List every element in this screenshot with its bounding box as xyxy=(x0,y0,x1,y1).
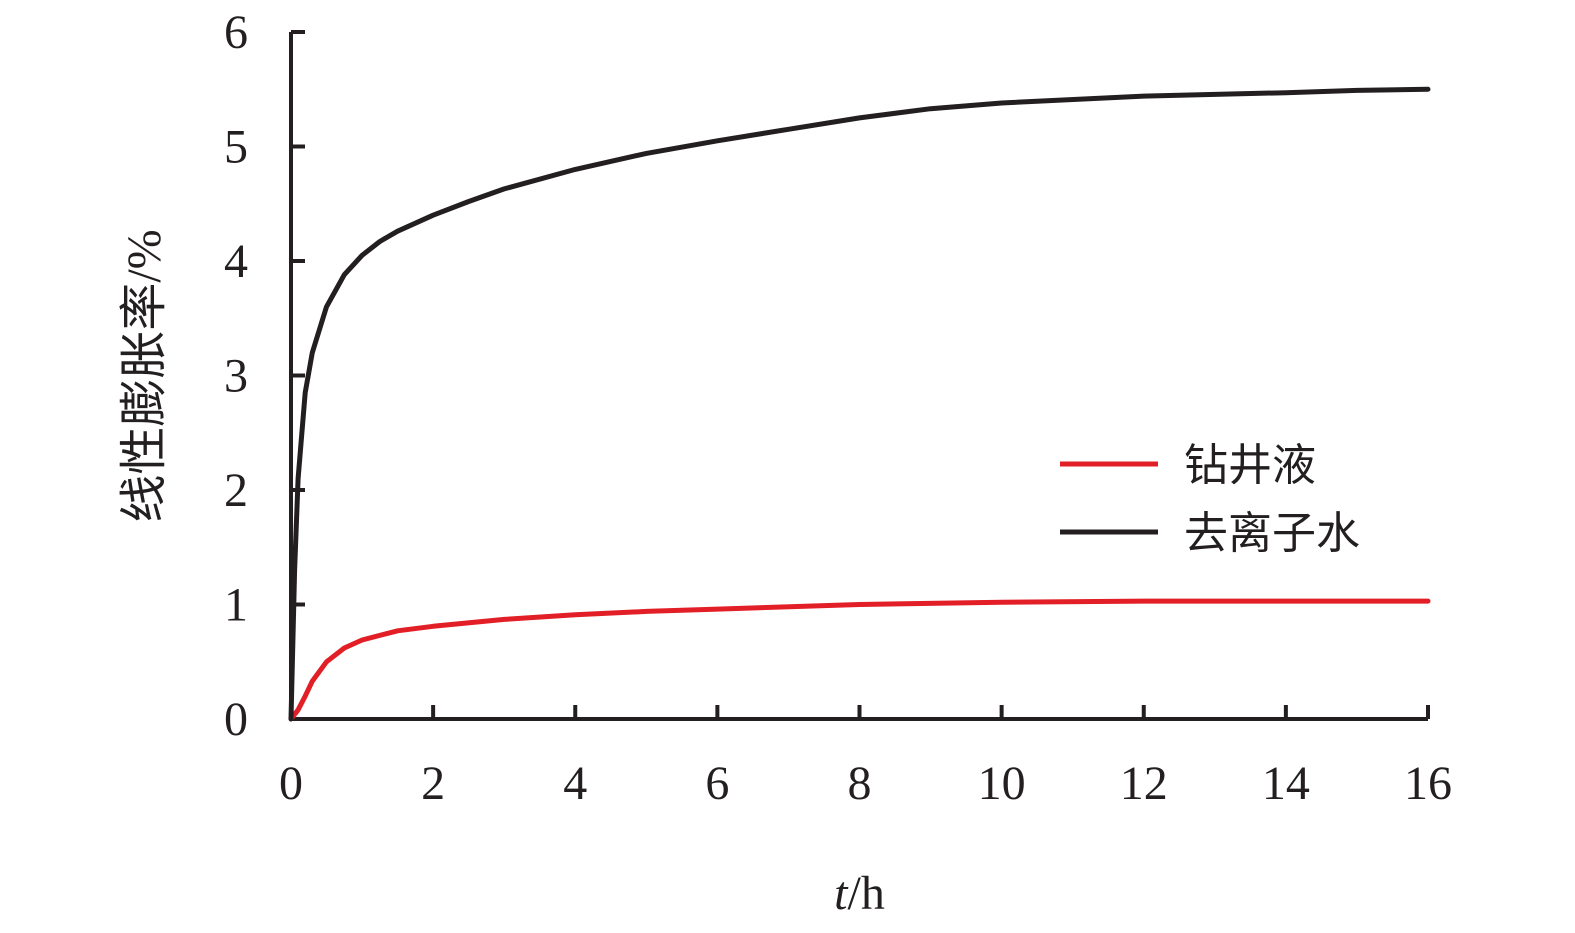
x-tick-label: 0 xyxy=(279,757,303,810)
x-tick-label: 6 xyxy=(705,757,729,810)
x-axis-title: t/h xyxy=(834,867,885,920)
x-tick-label: 8 xyxy=(848,757,872,810)
x-axis-title-unit: /h xyxy=(848,867,885,920)
x-axis-title-var: t xyxy=(834,867,849,920)
x-tick-label: 16 xyxy=(1404,757,1452,810)
y-tick-label: 4 xyxy=(224,235,248,288)
y-axis-title: 线性膨胀率/% xyxy=(118,229,171,522)
y-tick-label: 0 xyxy=(224,693,248,746)
x-tick-label: 4 xyxy=(563,757,587,810)
legend-label-2: 去离子水 xyxy=(1184,508,1360,559)
y-tick-label: 1 xyxy=(224,579,248,632)
legend-label-1: 钻井液 xyxy=(1184,440,1316,491)
x-tick-label: 14 xyxy=(1262,757,1310,810)
x-tick-label: 2 xyxy=(421,757,445,810)
y-tick-label: 2 xyxy=(224,464,248,517)
axes xyxy=(289,32,1428,721)
y-tick-label: 5 xyxy=(224,121,248,174)
x-tick-label: 10 xyxy=(978,757,1026,810)
y-tick-label: 3 xyxy=(224,350,248,403)
series-lines xyxy=(288,86,1431,722)
y-tick-label: 6 xyxy=(224,6,248,59)
series-line-2 xyxy=(288,86,1431,722)
series-line-1 xyxy=(288,598,1431,722)
x-tick-label: 12 xyxy=(1120,757,1168,810)
